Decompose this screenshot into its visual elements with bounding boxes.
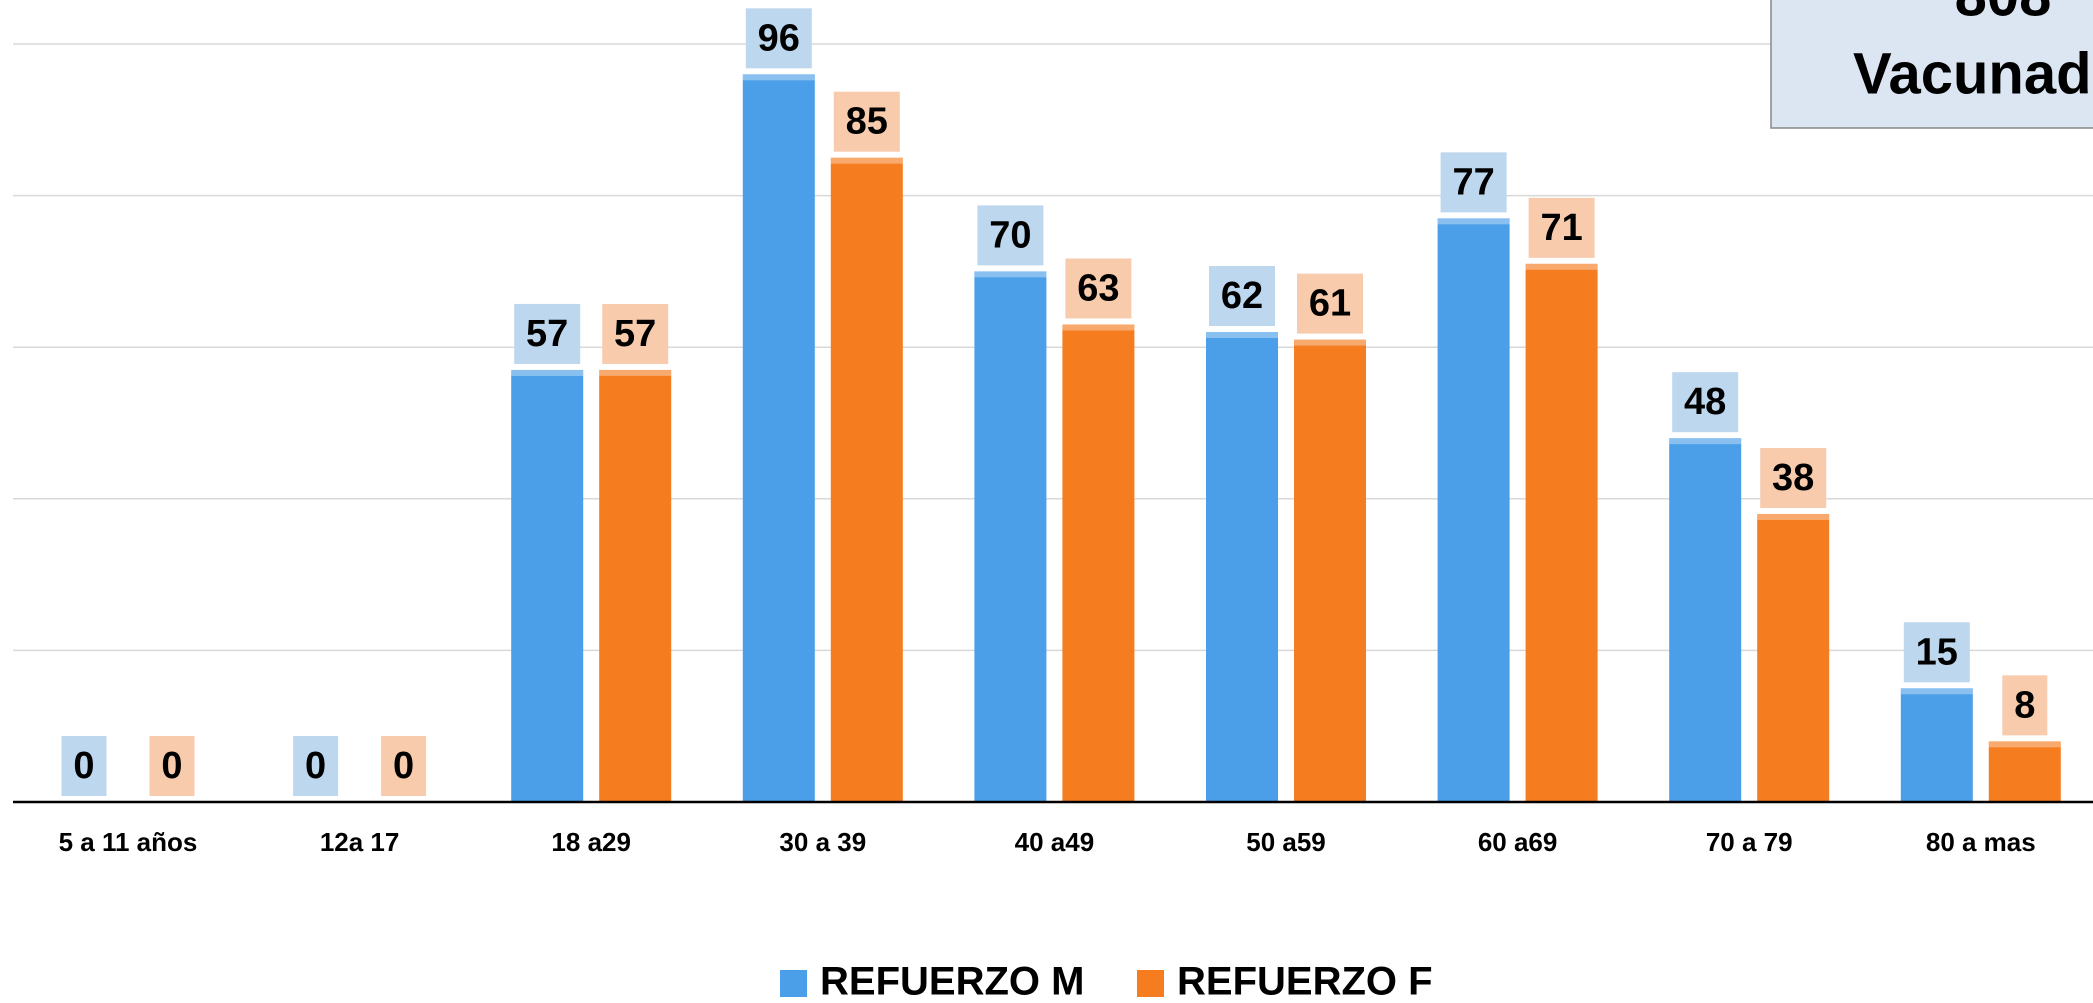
value-label-bg — [602, 303, 669, 364]
bar-cap — [1900, 688, 1973, 695]
bar-cap — [511, 369, 584, 376]
bar-cap — [1206, 332, 1278, 339]
bar-cap — [1437, 218, 1510, 225]
value-label: 77 — [1452, 161, 1494, 203]
value-label: 85 — [846, 101, 888, 143]
plot: 5 a 11 años 0 0 12a 17 0 0 18 a29 57 57 30 a 39 96… — [13, 8, 2093, 1003]
bar-cap — [1988, 741, 2061, 748]
x-tick-label: 18 a29 — [551, 827, 631, 857]
x-tick-label: 30 a 39 — [779, 827, 866, 857]
bar — [1206, 332, 1278, 802]
x-tick-label: 80 a mas — [1926, 827, 2036, 857]
value-label-bg — [833, 91, 900, 152]
legend-swatch — [1137, 970, 1164, 997]
value-label: 15 — [1916, 631, 1958, 673]
bar — [1757, 513, 1830, 802]
value-label-bg — [1760, 447, 1827, 508]
bar-cap — [1294, 339, 1366, 346]
value-label-bg — [1528, 197, 1595, 258]
value-label-bg — [61, 736, 107, 796]
value-label-bg — [1440, 152, 1507, 213]
value-label: 8 — [2014, 684, 2035, 726]
bar — [1525, 263, 1598, 802]
value-label: 63 — [1077, 267, 1119, 309]
bar — [974, 271, 1047, 802]
x-tick-label: 60 a69 — [1478, 827, 1558, 857]
annotation-line: 808 — [1955, 0, 2052, 28]
bar — [1294, 339, 1366, 802]
value-label: 61 — [1309, 283, 1351, 325]
value-label: 71 — [1540, 207, 1582, 249]
value-label-bg — [1065, 258, 1132, 319]
bar — [1988, 741, 2061, 802]
bar-cap — [742, 74, 815, 81]
annotation-line: Vacunados — [1853, 41, 2093, 106]
value-label: 0 — [73, 745, 94, 787]
bar — [742, 74, 815, 802]
bar-cap — [1525, 263, 1598, 270]
value-label: 96 — [758, 17, 800, 59]
x-tick-label: 5 a 11 años — [59, 827, 198, 857]
value-label-bg — [977, 205, 1044, 266]
bar — [511, 369, 584, 802]
legend-label: REFUERZO F — [1177, 960, 1433, 1003]
bar — [1900, 688, 1973, 802]
value-label-bg — [1297, 273, 1363, 334]
value-label: 0 — [305, 745, 326, 787]
bar-cap — [830, 157, 903, 164]
bar-cap — [599, 369, 672, 376]
bar — [1669, 438, 1742, 802]
bar-cap — [1062, 324, 1135, 331]
bar-cap — [1757, 513, 1830, 520]
x-tick-label: 12a 17 — [320, 827, 400, 857]
value-label-bg — [2002, 675, 2048, 736]
x-tick-label: 40 a49 — [1015, 827, 1095, 857]
value-label-bg — [1209, 266, 1275, 327]
value-label: 62 — [1221, 275, 1263, 317]
value-label-bg — [293, 736, 339, 796]
bar — [1437, 218, 1510, 803]
value-label-bg — [514, 303, 581, 364]
value-label: 38 — [1772, 457, 1814, 499]
value-label: 70 — [989, 214, 1031, 256]
value-label-bg — [1672, 372, 1739, 433]
bar — [830, 157, 903, 802]
annotation-box — [1770, 0, 2093, 129]
bar — [599, 369, 672, 802]
value-label-bg — [1903, 622, 1970, 683]
value-label: 57 — [614, 313, 656, 355]
value-label: 57 — [526, 313, 568, 355]
value-label-bg — [745, 8, 812, 69]
value-label: 0 — [161, 745, 182, 787]
legend-label: REFUERZO M — [820, 960, 1084, 1003]
legend-swatch — [780, 970, 807, 997]
value-label: 48 — [1684, 381, 1726, 423]
x-tick-label: 70 a 79 — [1706, 827, 1793, 857]
bar — [1062, 324, 1135, 802]
x-tick-label: 50 a59 — [1246, 827, 1326, 857]
bar-cap — [1669, 438, 1742, 445]
value-label-bg — [381, 736, 427, 796]
value-label: 0 — [393, 745, 414, 787]
value-label-bg — [149, 736, 195, 796]
bar-cap — [974, 271, 1047, 278]
